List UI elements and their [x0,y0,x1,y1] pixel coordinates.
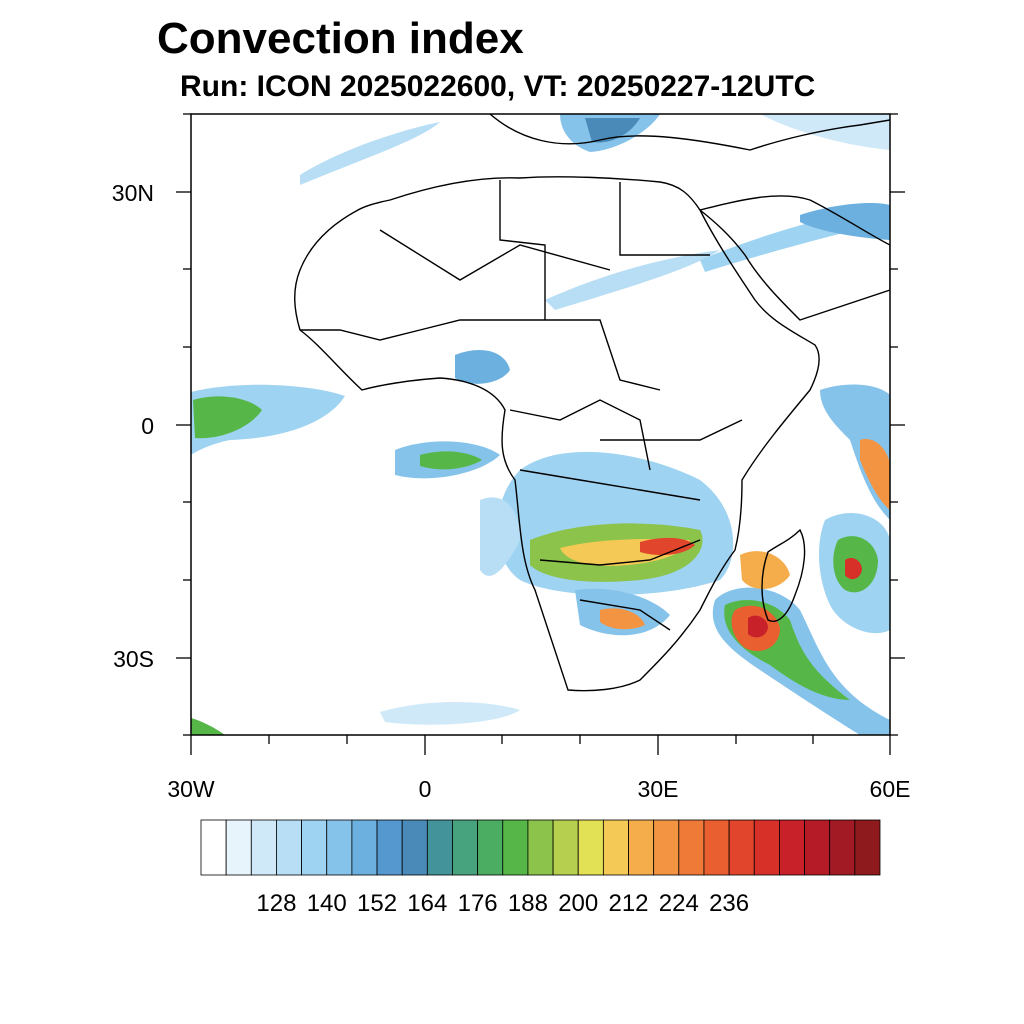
colorbar-box-12 [502,819,529,876]
lon-ticks [190,735,891,755]
field-sw-corner [191,718,225,735]
colorbar-box-15 [577,819,604,876]
chart-subtitle: Run: ICON 2025022600, VT: 20250227-12UTC [180,70,816,103]
lon-label-30w: 30W [167,776,215,802]
colorbar-box-26 [854,819,881,876]
colorbar-box-11 [477,819,504,876]
colorbar-box-4 [301,819,328,876]
field-zambia-hot [640,537,695,556]
colorbar-box-3 [276,819,302,876]
europe-coast [489,114,890,151]
colorbar-label-164: 164 [407,890,448,917]
colorbar-label-176: 176 [457,890,498,917]
field-atlantic-core [193,396,262,439]
colorbar-box-7 [376,819,403,876]
border-8 [579,599,671,631]
border-9 [300,319,540,341]
border-1 [379,229,611,281]
lon-label-60e: 60E [869,776,911,802]
lat-label-30s: 30S [113,646,154,672]
colorbar-box-24 [804,819,831,876]
colorbar-box-6 [351,819,378,876]
colorbar-box-10 [452,819,479,876]
colorbar-box-9 [426,819,453,876]
africa-coast [294,176,820,692]
colorbar-box-14 [552,819,579,876]
colorbar-label-212: 212 [608,890,649,917]
colorbar-label-200: 200 [558,890,599,917]
colorbar-box-20 [703,819,730,876]
colorbar-label-188: 188 [507,890,548,917]
colorbar-label-140: 140 [306,890,347,917]
field-gulf-guinea-core [420,451,482,470]
field-gulf [800,203,890,240]
arabia-coast [698,195,890,321]
colorbar-box-19 [678,819,705,876]
border-6 [519,469,701,501]
field-north-streak [300,122,440,185]
colorbar-label-128: 128 [256,890,297,917]
coastlines [294,114,890,692]
field-botswana-core [600,608,645,630]
field-nigeria [455,350,510,384]
colorbar-label-152: 152 [357,890,398,917]
colorbar-box-2 [250,819,277,876]
border-7 [539,539,701,566]
border-2 [499,180,546,320]
colorbar-box-13 [527,819,554,876]
lon-label-0: 0 [418,776,432,802]
colorbar-box-1 [225,819,252,876]
lat-label-30n: 30N [111,180,154,206]
field-madagascar [740,551,790,590]
colorbar [200,819,881,876]
field-moz-eye [748,615,768,638]
lon-label-30e: 30E [637,776,679,802]
field-sahara-streak [545,250,720,310]
colorbar-box-25 [829,819,856,876]
field-indian-cyclone-core [845,558,862,580]
colorbar-box-21 [728,819,755,876]
field-south-atl [380,701,520,725]
madagascar-coast [761,528,806,622]
colorbar-box-23 [779,819,805,876]
colorbar-label-224: 224 [658,890,699,917]
colorbar-box-5 [326,819,353,876]
chart-title: Convection index [157,14,524,63]
lat-ticks [176,113,905,736]
border-3 [619,182,710,256]
colorbar-box-22 [753,819,780,876]
colorbar-box-17 [628,819,655,876]
field-indian-ne-core [860,439,890,510]
lat-label-0: 0 [141,413,154,439]
border-5 [509,399,651,471]
convection-field [191,114,890,735]
field-ne-corner [760,114,890,150]
border-10 [600,419,743,441]
colorbar-box-8 [401,819,428,876]
colorbar-box-18 [653,819,680,876]
colorbar-label-236: 236 [709,890,750,917]
field-greece-core [585,118,640,143]
field-angola-coast [480,497,520,576]
border-4 [540,319,661,391]
colorbar-box-0 [200,819,227,876]
colorbar-box-16 [602,819,629,876]
